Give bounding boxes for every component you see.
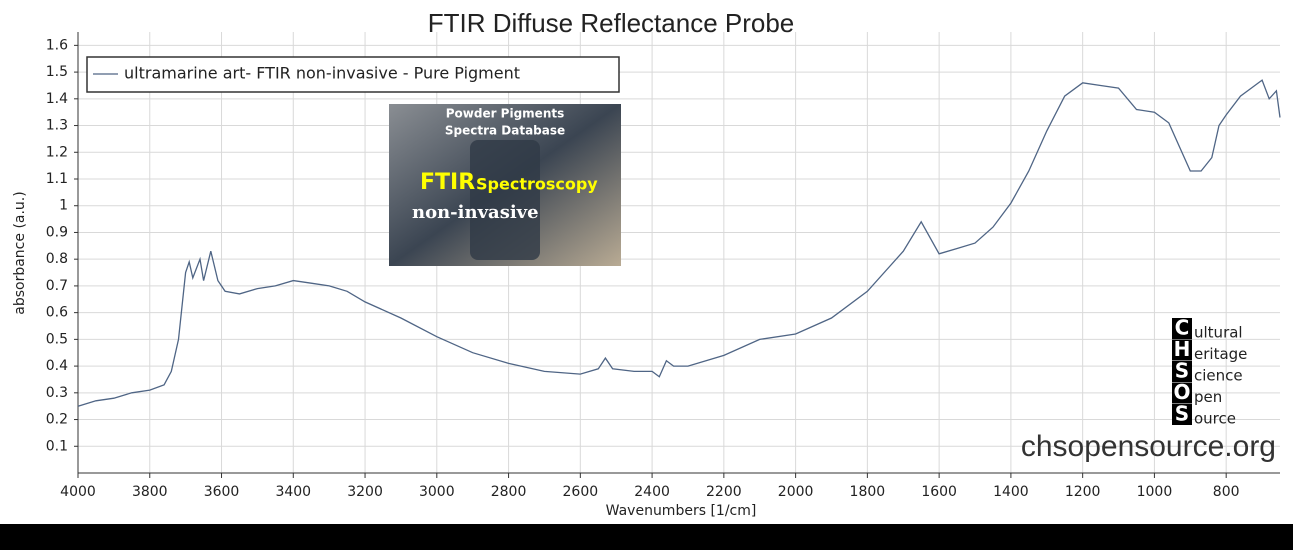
logo-word: pen: [1194, 388, 1222, 406]
logo-word: ultural: [1194, 324, 1243, 342]
x-axis-label: Wavenumbers [1/cm]: [606, 503, 757, 519]
y-tick-label: 0.4: [46, 358, 68, 374]
logo-letter: O: [1173, 380, 1190, 404]
x-tick-label: 2800: [491, 484, 527, 500]
x-tick-label: 1600: [921, 484, 957, 500]
x-tick-label: 2600: [563, 484, 599, 500]
inset-text: Powder Pigments: [446, 107, 565, 121]
logo-word: ource: [1194, 410, 1236, 428]
logo-word: cience: [1194, 367, 1243, 385]
x-tick-label: 2200: [706, 484, 742, 500]
y-axis-label: absorbance (a.u.): [12, 191, 28, 314]
logo-block: [1172, 318, 1192, 339]
y-tick-label: 1.2: [46, 144, 68, 160]
x-tick-label: 4000: [60, 484, 96, 500]
inset-text: Spectra Database: [445, 124, 565, 138]
logo-block: [1172, 382, 1192, 404]
y-tick-label: 0.7: [46, 278, 68, 294]
x-tick-label: 1200: [1065, 484, 1101, 500]
inset-text: Spectroscopy: [476, 175, 598, 194]
logo-letter: C: [1175, 316, 1190, 340]
x-tick-label: 3000: [419, 484, 455, 500]
y-tick-label: 0.2: [46, 412, 68, 428]
y-tick-label: 1.3: [46, 118, 68, 134]
y-tick-label: 1.5: [46, 64, 68, 80]
logo-letter: S: [1175, 402, 1189, 426]
inset-device: [470, 140, 540, 260]
x-tick-label: 1000: [1137, 484, 1173, 500]
y-tick-label: 1.1: [46, 171, 68, 187]
bottom-bar: [0, 524, 1293, 550]
legend-label: ultramarine art- FTIR non-invasive - Pur…: [124, 64, 520, 83]
logo-block: [1172, 361, 1192, 382]
x-tick-label: 2400: [634, 484, 670, 500]
x-tick-label: 3600: [204, 484, 240, 500]
x-tick-label: 3200: [347, 484, 383, 500]
y-tick-label: 0.8: [46, 251, 68, 267]
legend: ultramarine art- FTIR non-invasive - Pur…: [86, 56, 620, 93]
y-tick-label: 0.5: [46, 331, 68, 347]
x-tick-label: 1800: [850, 484, 886, 500]
legend-box: [86, 56, 620, 93]
logo-word: eritage: [1194, 345, 1247, 363]
y-tick-label: 1: [59, 198, 68, 214]
y-tick-label: 0.1: [46, 438, 68, 454]
y-tick-label: 0.9: [46, 224, 68, 240]
inset-text: FTIR: [420, 170, 475, 195]
x-tick-label: 2000: [778, 484, 814, 500]
data-line: [77, 79, 1281, 407]
watermark-url: chsopensource.org: [1021, 430, 1276, 463]
y-tick-label: 0.6: [46, 305, 68, 321]
y-tick-label: 1.4: [46, 91, 68, 107]
x-tick-label: 800: [1213, 484, 1240, 500]
y-tick-label: 0.3: [46, 385, 68, 401]
logo-letter: S: [1175, 359, 1189, 383]
inset-image: Powder Pigments Spectra Database FTIR Sp…: [389, 104, 621, 266]
logo-block: [1172, 339, 1192, 361]
y-tick-label: 1.6: [46, 37, 68, 53]
logo-letter: H: [1174, 337, 1191, 361]
x-tick-label: 1400: [993, 484, 1029, 500]
x-tick-label: 3400: [275, 484, 311, 500]
chart-title: FTIR Diffuse Reflectance Probe: [428, 8, 795, 38]
inset-text: non-invasive: [412, 202, 539, 223]
plot: [77, 79, 1281, 407]
logo-block: [1172, 404, 1192, 425]
x-tick-label: 3800: [132, 484, 168, 500]
